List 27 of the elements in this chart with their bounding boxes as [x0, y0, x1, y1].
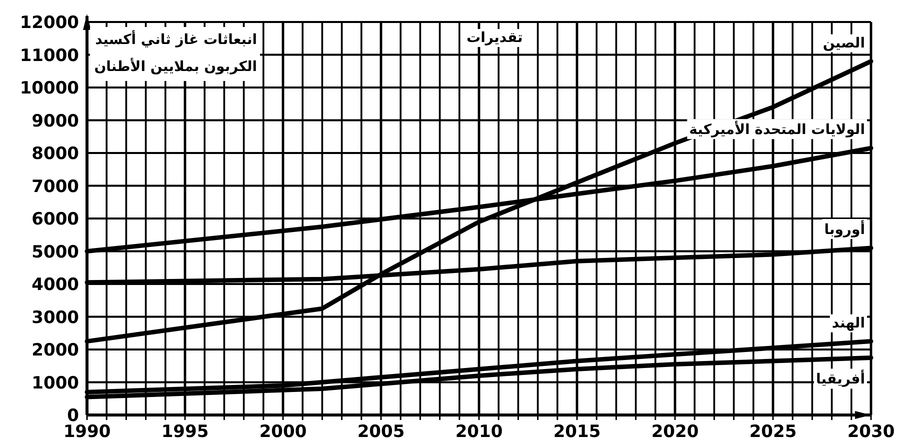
y-tick-label: 5000: [32, 242, 80, 262]
series-label: الولايات المتحدة الأميركية: [689, 120, 865, 138]
y-tick-label: 8000: [32, 144, 80, 164]
x-tick-label: 2015: [553, 422, 601, 442]
x-tick-label: 1995: [161, 422, 209, 442]
y-tick-label: 3000: [32, 308, 80, 328]
y-tick-label: 11000: [20, 46, 80, 66]
y-tick-label: 7000: [32, 176, 80, 197]
y-axis-title: انبعاثات غاز ثاني أكسيد الكربون بملايين الأطنان: [90, 27, 260, 81]
x-tick-label: 2010: [455, 422, 503, 442]
series-label: أوروبا: [824, 220, 865, 238]
annotation: تقديرات: [466, 30, 523, 46]
series-label: أفريقيا: [816, 370, 865, 388]
y-tick-label: 1000: [32, 373, 80, 394]
series-label: الصين: [822, 35, 865, 52]
y-tick-label: 12000: [20, 13, 80, 33]
series-label: الهند: [832, 315, 865, 332]
y-tick-label: 9000: [32, 111, 80, 132]
x-tick-label: 2030: [847, 422, 895, 442]
y-tick-label: 2000: [32, 340, 80, 360]
y-tick-label: 10000: [20, 78, 80, 98]
y-tick-label: 4000: [32, 275, 80, 295]
x-tick-label: 2000: [259, 422, 307, 442]
x-tick-label: 2020: [651, 422, 699, 442]
x-tick-label: 2005: [357, 422, 405, 442]
x-tick-label: 2025: [749, 422, 797, 442]
y-tick-label: 6000: [32, 210, 80, 230]
